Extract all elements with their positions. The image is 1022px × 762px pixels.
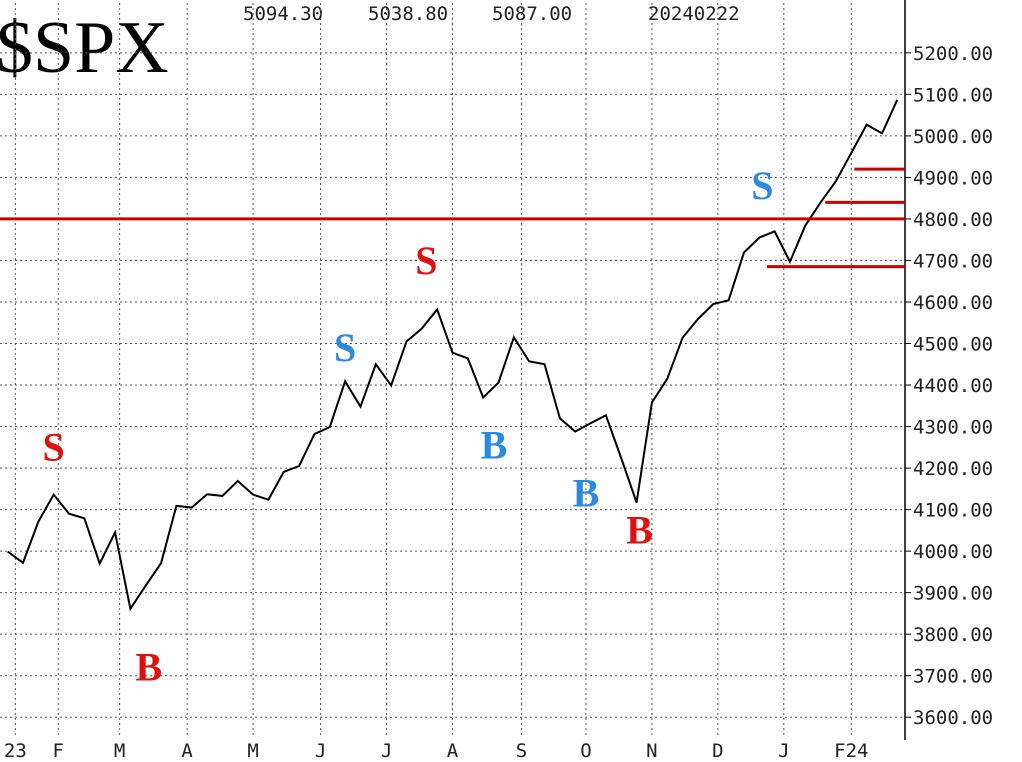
x-tick-label: F xyxy=(53,740,64,762)
y-tick-label: 3700.00 xyxy=(913,666,993,688)
x-tick-label: A xyxy=(181,740,193,762)
y-tick-label: 4500.00 xyxy=(913,334,993,356)
x-tick-label: O xyxy=(580,740,591,762)
header-value: 5094.30 xyxy=(243,3,323,25)
signal-label: B xyxy=(135,645,162,690)
y-tick-label: 3600.00 xyxy=(913,707,993,729)
x-tick-label: D xyxy=(712,740,723,762)
signal-label: S xyxy=(751,163,773,208)
y-tick-label: 4000.00 xyxy=(913,541,993,563)
signal-label: S xyxy=(334,325,356,370)
y-tick-label: 4100.00 xyxy=(913,500,993,522)
x-tick-label: J xyxy=(315,740,326,762)
x-tick-label: J xyxy=(778,740,789,762)
y-tick-label: 5000.00 xyxy=(913,126,993,148)
x-tick-label: 23 xyxy=(4,740,27,762)
y-tick-label: 4600.00 xyxy=(913,292,993,314)
x-tick-label: S xyxy=(516,740,527,762)
y-tick-label: 3800.00 xyxy=(913,624,993,646)
y-tick-label: 5100.00 xyxy=(913,84,993,106)
signal-label: B xyxy=(573,470,600,515)
y-tick-label: 4700.00 xyxy=(913,250,993,272)
y-tick-label: 4800.00 xyxy=(913,209,993,231)
x-tick-label: M xyxy=(247,740,258,762)
y-tick-label: 4200.00 xyxy=(913,458,993,480)
x-tick-label: A xyxy=(447,740,459,762)
chart-title: $SPX xyxy=(0,7,169,89)
y-tick-label: 3900.00 xyxy=(913,583,993,605)
x-tick-label: J xyxy=(381,740,392,762)
x-tick-label: M xyxy=(114,740,125,762)
signal-label: S xyxy=(415,238,437,283)
x-tick-label: N xyxy=(646,740,657,762)
signal-label: S xyxy=(43,425,65,470)
x-tick-label: F24 xyxy=(834,740,868,762)
header-date: 20240222 xyxy=(648,3,740,25)
signal-label: B xyxy=(626,508,653,553)
header-value: 5087.00 xyxy=(492,3,572,25)
y-tick-label: 4400.00 xyxy=(913,375,993,397)
price-line xyxy=(7,99,899,612)
y-tick-label: 4900.00 xyxy=(913,167,993,189)
y-tick-label: 4300.00 xyxy=(913,417,993,439)
y-tick-label: 5200.00 xyxy=(913,43,993,65)
header-value: 5038.80 xyxy=(368,3,448,25)
signal-label: B xyxy=(481,423,508,468)
